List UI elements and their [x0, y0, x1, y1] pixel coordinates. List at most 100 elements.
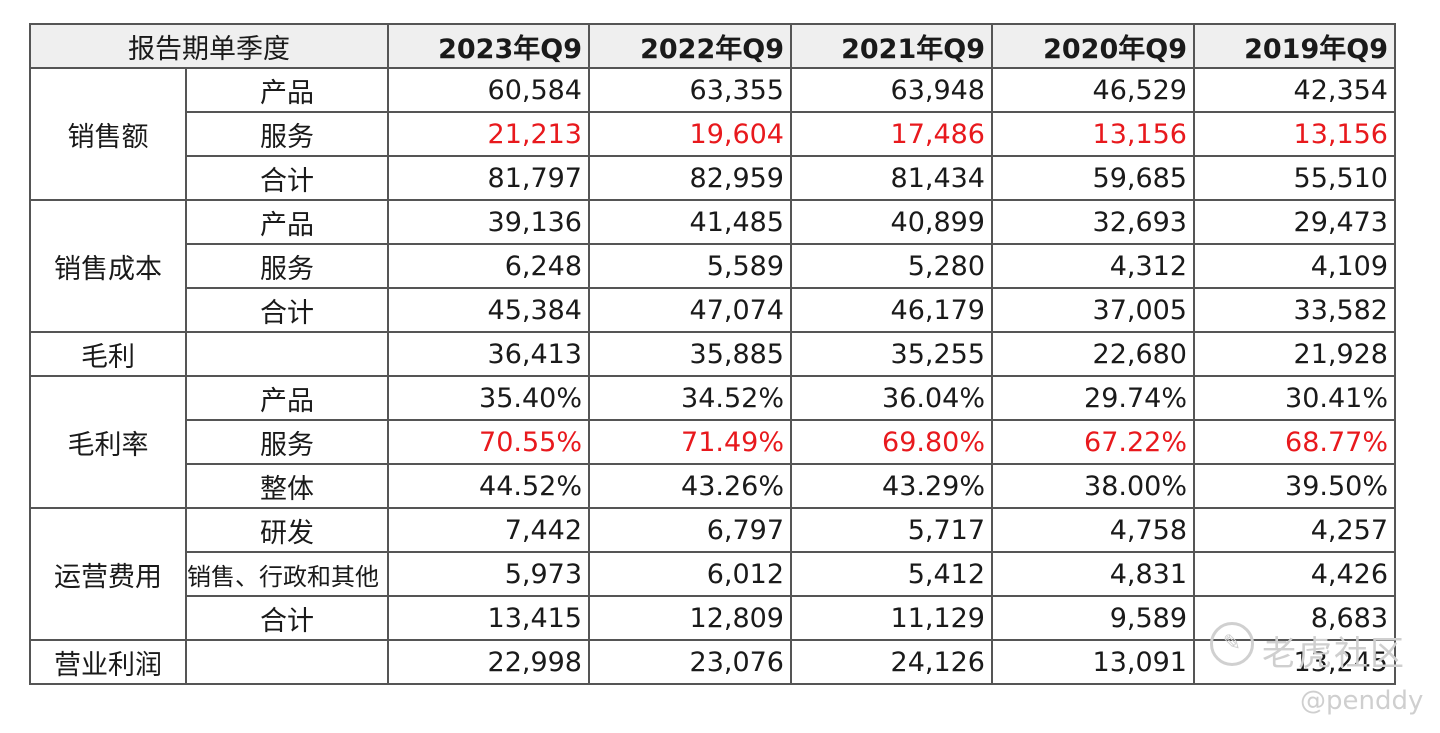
table-cell: 5,412 [790, 551, 993, 597]
table-row: 毛利率 产品 35.40% 34.52% 36.04% 29.74% 30.41… [29, 375, 1396, 509]
group-label-operating-expenses: 运营费用 [29, 507, 187, 641]
table-cell: 42,354 [1193, 67, 1396, 113]
table-cell: 35,255 [790, 331, 993, 377]
table-cell: 37,005 [991, 287, 1195, 333]
table-cell: 4,312 [991, 243, 1195, 289]
group-label-cost: 销售成本 [29, 199, 187, 333]
table-row: 营业利润 22,998 23,076 24,126 13,091 13,245 [29, 639, 1396, 685]
table-cell: 71.49% [588, 419, 792, 465]
table-cell: 46,179 [790, 287, 993, 333]
row-label: 销售、行政和其他 [185, 551, 389, 597]
table-cell: 4,831 [991, 551, 1195, 597]
table-cell: 69.80% [790, 419, 993, 465]
column-header: 2022年Q9 [588, 23, 792, 69]
table-cell: 67.22% [991, 419, 1195, 465]
row-label: 服务 [185, 419, 389, 465]
row-label: 研发 [185, 507, 389, 553]
table-cell: 63,355 [588, 67, 792, 113]
table-cell: 43.29% [790, 463, 993, 509]
table-row: 整体 44.52% 43.26% 43.29% 38.00% 39.50% [30, 463, 1396, 509]
header-row: 报告期单季度 2023年Q9 2022年Q9 2021年Q9 2020年Q9 2… [29, 23, 1396, 69]
table-cell: 43.26% [588, 463, 792, 509]
tiger-community-logo-icon: ✎ [1210, 622, 1254, 666]
table-cell: 21,213 [387, 111, 590, 157]
table-cell: 41,485 [588, 199, 792, 245]
table-cell: 33,582 [1193, 287, 1396, 333]
table-row: 服务 21,213 19,604 17,486 13,156 13,156 [30, 111, 1396, 157]
table-cell: 40,899 [790, 199, 993, 245]
table-cell: 70.55% [387, 419, 590, 465]
group-label-operating-profit: 营业利润 [29, 639, 187, 685]
row-label: 产品 [185, 199, 389, 245]
table-cell: 39.50% [1193, 463, 1396, 509]
table-cell: 46,529 [991, 67, 1195, 113]
row-label [185, 331, 389, 377]
table-cell: 9,589 [991, 595, 1195, 641]
table-cell: 22,998 [387, 639, 590, 685]
table-cell: 81,797 [387, 155, 590, 201]
table-row: 运营费用 研发 7,442 6,797 5,717 4,758 4,257 [29, 507, 1396, 641]
table-cell: 22,680 [991, 331, 1195, 377]
row-label: 合计 [185, 595, 389, 641]
table-cell: 29,473 [1193, 199, 1396, 245]
table-cell: 82,959 [588, 155, 792, 201]
table-row: 合计 45,384 47,074 46,179 37,005 33,582 [30, 287, 1396, 333]
table-cell: 7,442 [387, 507, 590, 553]
row-label: 合计 [185, 155, 389, 201]
table-cell: 6,797 [588, 507, 792, 553]
table-row: 服务 6,248 5,589 5,280 4,312 4,109 [30, 243, 1396, 289]
table-cell: 4,758 [991, 507, 1195, 553]
table-cell: 39,136 [387, 199, 590, 245]
table-cell: 30.41% [1193, 375, 1396, 421]
row-label: 服务 [185, 243, 389, 289]
table-cell: 13,415 [387, 595, 590, 641]
table-cell: 35,885 [588, 331, 792, 377]
row-label [185, 639, 389, 685]
table-cell: 4,109 [1193, 243, 1396, 289]
column-header: 2020年Q9 [991, 23, 1195, 69]
row-label: 合计 [185, 287, 389, 333]
table-row: 合计 81,797 82,959 81,434 59,685 55,510 [30, 155, 1396, 201]
table-cell: 38.00% [991, 463, 1195, 509]
table-cell: 34.52% [588, 375, 792, 421]
table-cell: 23,076 [588, 639, 792, 685]
table-cell: 59,685 [991, 155, 1195, 201]
table-cell: 68.77% [1193, 419, 1396, 465]
table-cell: 47,074 [588, 287, 792, 333]
table-row: 销售成本 产品 39,136 41,485 40,899 32,693 29,4… [29, 199, 1396, 333]
table-cell: 36.04% [790, 375, 993, 421]
table-row: 销售、行政和其他 5,973 6,012 5,412 4,831 4,426 [30, 551, 1396, 597]
table-cell: 4,257 [1193, 507, 1396, 553]
watermark-user: @penddy [1300, 686, 1424, 716]
table-cell: 60,584 [387, 67, 590, 113]
table-cell: 13,156 [991, 111, 1195, 157]
table-cell: 5,280 [790, 243, 993, 289]
table-cell: 5,717 [790, 507, 993, 553]
table-row: 毛利 36,413 35,885 35,255 22,680 21,928 [29, 331, 1396, 377]
table-cell: 55,510 [1193, 155, 1396, 201]
table-cell: 13,091 [991, 639, 1195, 685]
table-cell: 13,156 [1193, 111, 1396, 157]
group-label-gross-margin: 毛利率 [29, 375, 187, 509]
table-cell: 24,126 [790, 639, 993, 685]
group-label-revenue: 销售额 [29, 67, 187, 201]
table-cell: 44.52% [387, 463, 590, 509]
table-cell: 12,809 [588, 595, 792, 641]
table-cell: 35.40% [387, 375, 590, 421]
corner-header: 报告期单季度 [29, 23, 389, 69]
row-label: 整体 [185, 463, 389, 509]
table-cell: 11,129 [790, 595, 993, 641]
row-label: 产品 [185, 375, 389, 421]
table-cell: 36,413 [387, 331, 590, 377]
row-label: 产品 [185, 67, 389, 113]
table-cell: 19,604 [588, 111, 792, 157]
table-cell: 63,948 [790, 67, 993, 113]
table-row: 服务 70.55% 71.49% 69.80% 67.22% 68.77% [30, 419, 1396, 465]
table-cell: 81,434 [790, 155, 993, 201]
group-label-gross-profit: 毛利 [29, 331, 187, 377]
table-cell: 45,384 [387, 287, 590, 333]
table-cell: 5,589 [588, 243, 792, 289]
column-header: 2019年Q9 [1193, 23, 1396, 69]
table-cell: 29.74% [991, 375, 1195, 421]
table-cell: 17,486 [790, 111, 993, 157]
